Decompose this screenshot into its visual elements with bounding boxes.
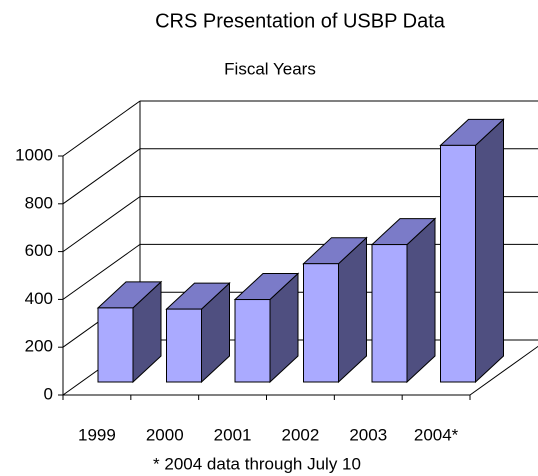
bar	[166, 308, 202, 383]
x-tick-label: 2004*	[414, 425, 459, 444]
floor-right	[469, 345, 538, 396]
grid-line	[62, 196, 141, 253]
x-tick-label: 2000	[146, 425, 184, 444]
grid-line	[62, 243, 141, 300]
y-tick-label: 600	[25, 241, 53, 260]
chart-title: CRS Presentation of USBP Data	[155, 10, 446, 32]
bar-side	[475, 118, 504, 384]
bar	[97, 307, 134, 383]
plot: 0 200 400 600 800 1000 1999 2000 2001 2002 2003 200…	[15, 100, 538, 444]
bar-side	[406, 217, 436, 384]
bar	[440, 144, 476, 383]
x-tick-label: 2002	[282, 425, 320, 444]
y-tick-label: 200	[25, 337, 53, 356]
bar	[371, 244, 408, 383]
x-tick-label: 1999	[78, 425, 116, 444]
y-tick-label: 0	[44, 384, 53, 403]
y-tick-label: 400	[25, 289, 53, 308]
y-tick-label: 800	[25, 193, 53, 212]
bar	[234, 299, 271, 383]
chart-subtitle: Fiscal Years	[224, 59, 316, 78]
x-tick-label: 2001	[214, 425, 252, 444]
footnote: * 2004 data through July 10	[153, 454, 361, 473]
bar	[303, 263, 339, 383]
x-tick-label: 2003	[349, 425, 387, 444]
grid-line	[62, 100, 141, 157]
y-tick-label: 1000	[15, 145, 53, 164]
grid-line	[62, 148, 141, 205]
